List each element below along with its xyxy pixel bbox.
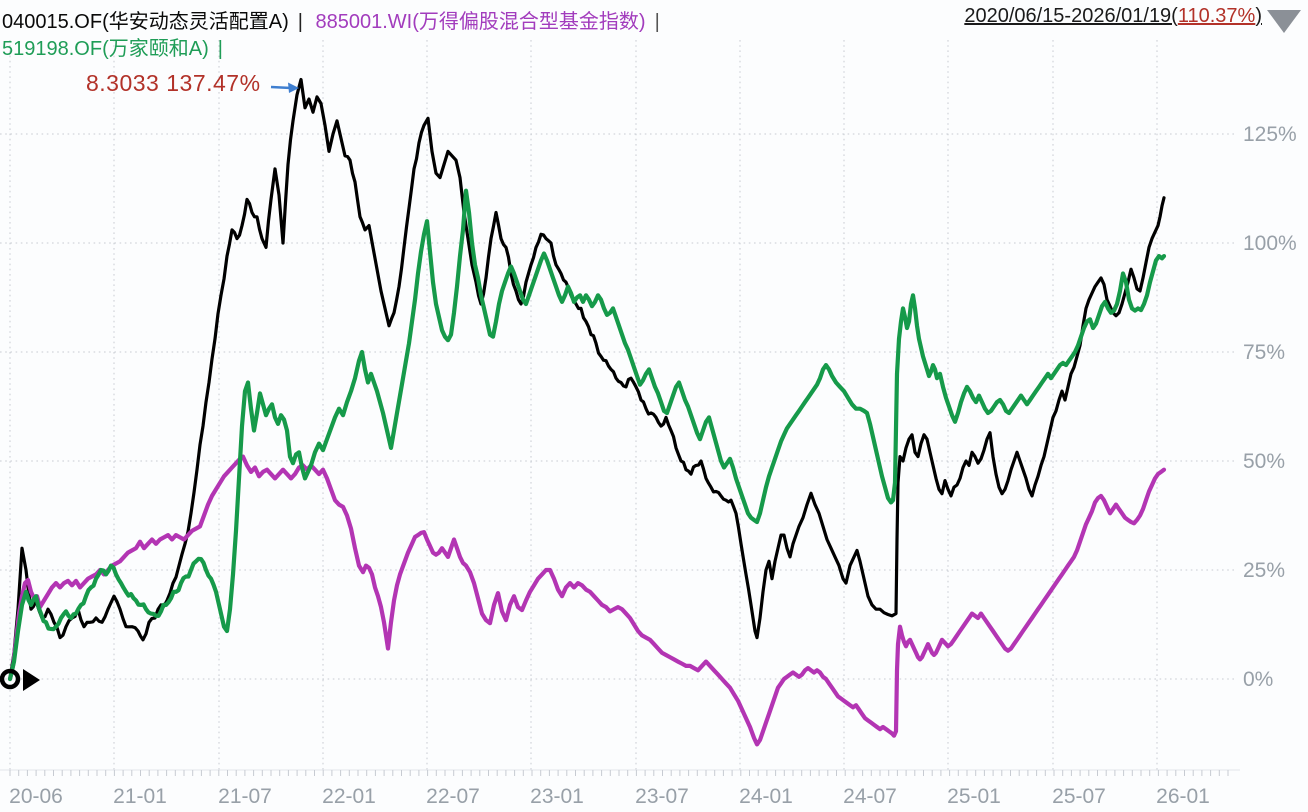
date-range-return: 110.37% [1177, 5, 1256, 27]
legend-item-040015[interactable]: 040015.OF(华安动态灵活配置A) | [2, 11, 316, 33]
y-axis-labels: 125% 100% 75% 50% 25% 0% [1243, 123, 1297, 691]
y-tick-label: 75% [1243, 341, 1285, 364]
play-triangle [23, 669, 40, 691]
legend-row-2: 519198.OF(万家颐和A) | [2, 32, 230, 61]
y-tick-label: 25% [1243, 559, 1285, 582]
series-line-885001.WI[interactable] [7, 454, 1167, 747]
x-tick-label: 22-07 [426, 785, 480, 808]
legend-label[interactable]: 885001.WI(万得偏股混合型基金指数) [315, 11, 646, 33]
start-ring [0, 668, 21, 690]
series-line-040015.OF[interactable] [8, 77, 1166, 681]
x-tick-label: 25-07 [1052, 785, 1106, 808]
grid-lines [0, 40, 1240, 776]
x-tick-label: 26-01 [1156, 785, 1210, 808]
legend-label[interactable]: 519198.OF(万家颐和A) [2, 38, 209, 60]
y-tick-label: 50% [1243, 450, 1285, 473]
x-tick-label: 25-01 [947, 785, 1001, 808]
legend-row-1: 040015.OF(华安动态灵活配置A) | 885001.WI(万得偏股混合型基… [2, 5, 667, 34]
legend-separator: | [297, 11, 303, 33]
x-tick-label: 21-01 [113, 785, 167, 808]
x-tick-label: 24-01 [739, 785, 793, 808]
date-range-selector[interactable]: 2020/06/15-2026/01/19(110.37%) [964, 5, 1262, 28]
triangle-down-icon[interactable] [1267, 9, 1301, 34]
max-point-annotation: 8.3033 137.47% [86, 70, 261, 96]
x-axis-labels: 20-06 21-01 21-07 22-01 22-07 23-01 23-07 24-01… [9, 785, 1210, 808]
y-tick-label: 0% [1243, 668, 1273, 691]
date-range-close-paren: ) [1255, 5, 1262, 27]
x-tick-label: 24-07 [843, 785, 897, 808]
right-arrow-shaft [270, 85, 292, 90]
series-line-519198.OF[interactable] [7, 188, 1167, 682]
x-tick-label: 21-07 [218, 785, 272, 808]
legend-label[interactable]: 040015.OF(华安动态灵活配置A) [2, 11, 289, 33]
x-tick-label: 22-01 [322, 785, 376, 808]
legend-separator: | [217, 38, 223, 60]
y-tick-label: 125% [1243, 123, 1297, 146]
x-tick-label: 20-06 [9, 785, 63, 808]
x-tick-label: 23-01 [530, 785, 584, 808]
replay-start-marker [0, 668, 40, 691]
legend-item-519198[interactable]: 519198.OF(万家颐和A) | [2, 38, 230, 60]
x-tick-label: 23-07 [635, 785, 689, 808]
right-arrow-head [288, 82, 299, 93]
legend-separator: | [654, 11, 660, 33]
triangle-down-glyph [1267, 10, 1301, 33]
legend-item-885001[interactable]: 885001.WI(万得偏股混合型基金指数) | [316, 11, 667, 33]
annotation-arrow [270, 82, 299, 93]
date-range-text: 2020/06/15-2026/01/19( [964, 5, 1178, 27]
y-tick-label: 100% [1243, 232, 1297, 255]
